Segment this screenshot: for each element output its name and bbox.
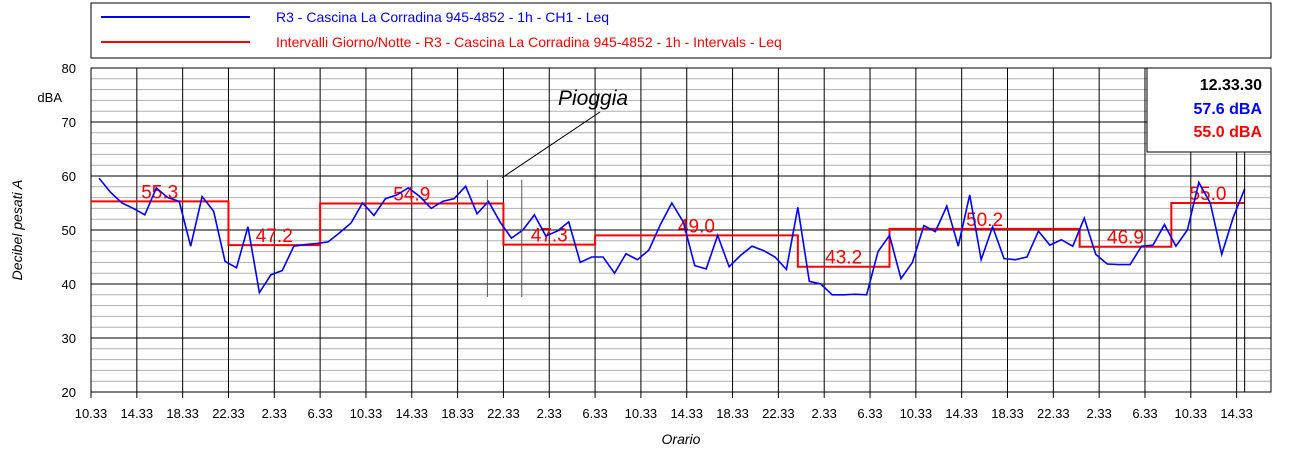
y-unit: dBA: [37, 90, 62, 105]
x-tick-label: 2.33: [537, 406, 562, 421]
y-tick-label: 20: [62, 385, 76, 400]
x-tick-label: 10.33: [350, 406, 383, 421]
x-tick-label: 22.33: [762, 406, 795, 421]
x-tick-label: 22.33: [212, 406, 245, 421]
x-tick-label: 14.33: [945, 406, 978, 421]
x-tick-label: 10.33: [1175, 406, 1208, 421]
y-tick-label: 80: [62, 61, 76, 76]
y-tick-label: 30: [62, 331, 76, 346]
x-tick-label: 10.33: [625, 406, 658, 421]
interval-label: 54.9: [393, 185, 430, 206]
cursor-box: [1146, 67, 1272, 153]
x-tick-label: 18.33: [166, 406, 199, 421]
legend-label: R3 - Cascina La Corradina 945-4852 - 1h …: [276, 9, 609, 25]
x-tick-label: 6.33: [857, 406, 882, 421]
x-tick-label: 22.33: [487, 406, 520, 421]
x-tick-label: 18.33: [716, 406, 749, 421]
x-tick-label: 6.33: [307, 406, 332, 421]
interval-label: 55.0: [1189, 184, 1226, 205]
y-tick-label: 70: [62, 115, 76, 130]
y-tick-label: 40: [62, 277, 76, 292]
x-tick-label: 10.33: [75, 406, 108, 421]
interval-label: 43.2: [825, 248, 862, 269]
x-axis-label: Orario: [662, 431, 701, 447]
interval-label: 47.3: [531, 226, 568, 247]
x-tick-label: 14.33: [121, 406, 154, 421]
y-tick-label: 60: [62, 169, 76, 184]
plot-frame: [90, 67, 1272, 393]
cursor-time: 12.33.30: [1200, 77, 1262, 94]
x-tick-label: 2.33: [1086, 406, 1111, 421]
annotation-leader: [501, 111, 601, 179]
x-tick-label: 6.33: [582, 406, 607, 421]
y-tick-label: 50: [62, 223, 76, 238]
x-tick-label: 18.33: [441, 406, 474, 421]
x-tick-label: 14.33: [670, 406, 703, 421]
x-tick-label: 22.33: [1037, 406, 1070, 421]
x-tick-label: 6.33: [1132, 406, 1157, 421]
x-tick-label: 18.33: [991, 406, 1024, 421]
interval-label: 50.2: [966, 210, 1003, 231]
legend-box: [90, 2, 1272, 59]
x-tick-label: 2.33: [812, 406, 837, 421]
x-tick-label: 2.33: [262, 406, 287, 421]
x-tick-label: 10.33: [900, 406, 933, 421]
interval-label: 46.9: [1107, 228, 1144, 249]
interval-label: 55.3: [141, 182, 178, 203]
y-axis-label: Decibel pesati A: [9, 180, 25, 281]
x-tick-label: 14.33: [396, 406, 429, 421]
cursor-value: 57.6 dBA: [1194, 101, 1263, 118]
annotation-text: Pioggia: [558, 87, 628, 110]
interval-label: 47.2: [256, 226, 293, 247]
interval-label: 49.0: [678, 216, 715, 237]
x-tick-label: 14.33: [1220, 406, 1253, 421]
data-line: [98, 177, 1246, 296]
cursor-value: 55.0 dBA: [1194, 124, 1263, 141]
legend-label: Intervalli Giorno/Notte - R3 - Cascina L…: [276, 34, 782, 50]
